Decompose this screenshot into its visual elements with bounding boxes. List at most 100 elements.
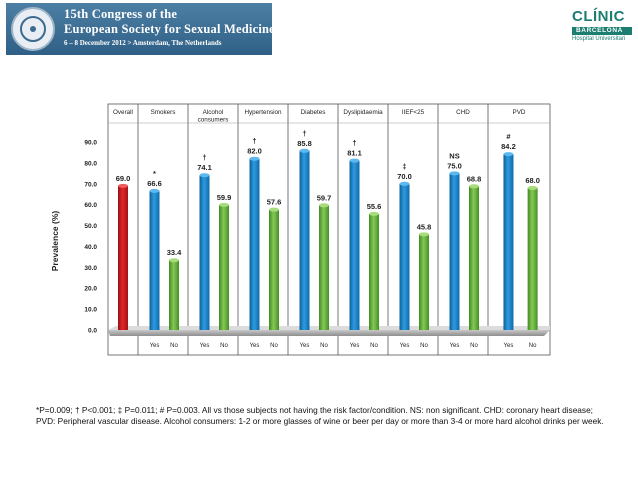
significance-marker-diabetes: †	[302, 129, 306, 138]
bar-hypertension-no-body	[269, 209, 279, 330]
value-label-hypertension-no: 57.6	[267, 198, 282, 207]
x-label-dyslipidaemia-yes: Yes	[350, 343, 360, 349]
x-label-iief-25-yes: Yes	[400, 343, 410, 349]
x-label-alcohol-consumers-no: No	[220, 343, 228, 349]
bar-iief-25-yes	[399, 181, 410, 330]
bar-alcohol-consumers-no-body	[219, 204, 229, 330]
value-label-alcohol-consumers-no: 59.9	[217, 193, 232, 202]
bar-alcohol-consumers-yes-body	[199, 175, 210, 330]
y-tick-label: 60.0	[84, 202, 97, 209]
bar-hypertension-yes	[249, 156, 260, 330]
bar-diabetes-yes	[299, 148, 310, 330]
x-label-smokers-yes: Yes	[150, 343, 160, 349]
x-label-hypertension-no: No	[270, 343, 278, 349]
significance-marker-smokers: *	[153, 169, 156, 178]
y-tick-label: 70.0	[84, 181, 97, 188]
seal-center	[30, 26, 36, 32]
bar-chd-yes	[449, 171, 460, 330]
bar-iief-25-no-body	[419, 234, 429, 330]
bar-pvd-yes	[503, 152, 514, 330]
bar-iief-25-yes-body	[399, 183, 410, 330]
bar-diabetes-no	[319, 203, 329, 330]
banner-title-line1: 15th Congress of the	[64, 7, 178, 21]
y-tick-label: 50.0	[84, 223, 97, 230]
header-hypertension: Hypertension	[244, 109, 282, 116]
bar-overall	[118, 183, 128, 330]
bar-pvd-yes-cap	[503, 152, 514, 157]
x-label-diabetes-no: No	[320, 343, 328, 349]
clinic-logo-bar	[572, 27, 632, 35]
header-iief-25: IIEF<25	[402, 109, 425, 116]
bar-alcohol-consumers-yes-cap	[199, 173, 210, 178]
bar-diabetes-no-body	[319, 205, 329, 330]
header-diabetes: Diabetes	[301, 109, 326, 116]
value-label-iief-25-yes: 70.0	[397, 172, 412, 181]
bar-alcohol-consumers-no	[219, 202, 229, 330]
header-overall: Overall	[113, 109, 133, 116]
bar-smokers-no-body	[169, 260, 179, 330]
chart-frame	[107, 103, 551, 356]
chart-border	[107, 103, 551, 356]
significance-marker-alcohol-consumers: †	[202, 153, 206, 162]
significance-marker-pvd: #	[506, 132, 511, 141]
x-label-hypertension-yes: Yes	[250, 343, 260, 349]
value-labels: 69.066.6*33.474.1†59.982.0†57.685.8†59.7…	[116, 129, 540, 257]
floor-plate	[108, 330, 550, 336]
bar-dyslipidaemia-no-cap	[369, 211, 379, 216]
y-tick-label: 40.0	[84, 244, 97, 251]
bar-smokers-yes	[149, 188, 160, 330]
bars	[118, 148, 538, 330]
x-label-chd-no: No	[470, 343, 478, 349]
y-tick-label: 20.0	[84, 286, 97, 293]
y-tick-label: 0.0	[88, 328, 97, 335]
seal-ring	[20, 16, 46, 42]
header-alcohol-consumers: Alcohol consumers	[198, 109, 229, 124]
bar-alcohol-consumers-yes	[199, 173, 210, 330]
value-label-hypertension-yes: 82.0	[247, 147, 262, 156]
bar-smokers-no-cap	[169, 258, 179, 263]
bar-hypertension-no-cap	[269, 207, 279, 212]
bar-overall-body	[118, 185, 128, 330]
value-label-dyslipidaemia-no: 55.6	[367, 202, 382, 211]
value-label-dyslipidaemia-yes: 81.1	[347, 149, 362, 158]
x-label-chd-yes: Yes	[450, 343, 460, 349]
value-label-alcohol-consumers-yes: 74.1	[197, 163, 212, 172]
x-axis-labels: Yes No Yes No Yes No Yes No Yes No Yes No Yes No Yes No	[150, 343, 538, 349]
clinic-logo-subtitle: Hospital Universitari	[572, 36, 626, 42]
bar-smokers-no	[169, 258, 179, 330]
banner-title-line2: European Society for Sexual Medicine	[64, 22, 275, 36]
header-dyslipidaemia: Dyslipidaemia	[343, 109, 383, 116]
bar-dyslipidaemia-yes	[349, 158, 360, 330]
bar-diabetes-yes-cap	[299, 148, 310, 153]
value-label-pvd-no: 68.0	[525, 176, 540, 185]
bar-hypertension-no	[269, 207, 279, 330]
clinic-logo-name: CLÍNIC	[572, 8, 625, 25]
value-label-chd-no: 68.8	[467, 174, 482, 183]
value-label-diabetes-yes: 85.8	[297, 139, 312, 148]
bar-chd-yes-cap	[449, 171, 460, 176]
header-chd: CHD	[456, 109, 470, 116]
bar-chd-no-cap	[469, 184, 479, 189]
bar-smokers-yes-body	[149, 190, 160, 330]
bar-dyslipidaemia-yes-body	[349, 160, 360, 330]
bar-chd-no	[469, 184, 479, 330]
x-label-iief-25-no: No	[420, 343, 428, 349]
bar-pvd-no-body	[527, 187, 538, 330]
bar-chd-no-body	[469, 186, 479, 330]
bar-hypertension-yes-body	[249, 158, 260, 330]
bar-diabetes-yes-body	[299, 150, 310, 330]
x-label-smokers-no: No	[170, 343, 178, 349]
congress-banner: 15th Congress of the European Society fo…	[6, 3, 275, 55]
bar-pvd-no	[527, 185, 538, 330]
x-label-pvd-no: No	[529, 343, 537, 349]
x-label-diabetes-yes: Yes	[300, 343, 310, 349]
society-seal-logo	[11, 7, 55, 51]
category-headers: Overall Smokers Alcohol consumers Hypertensi…	[113, 109, 526, 124]
value-label-smokers-no: 33.4	[167, 248, 182, 257]
bar-diabetes-no-cap	[319, 203, 329, 208]
bar-smokers-yes-cap	[149, 188, 160, 193]
y-tick-label: 80.0	[84, 160, 97, 167]
x-label-alcohol-consumers-yes: Yes	[200, 343, 210, 349]
bar-pvd-no-cap	[527, 185, 538, 190]
